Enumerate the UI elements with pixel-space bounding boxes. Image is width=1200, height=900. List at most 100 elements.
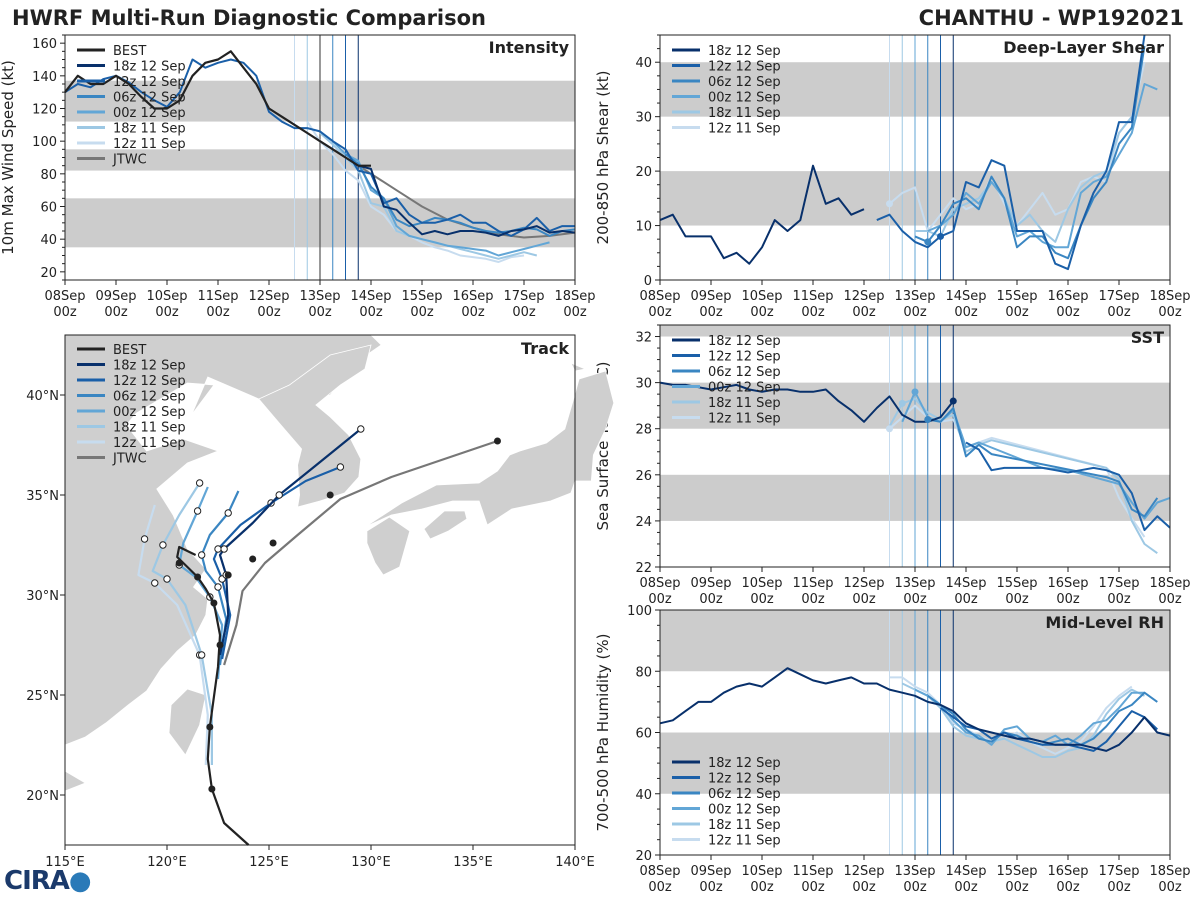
- y-tick-label: 60: [40, 201, 57, 216]
- x-tick-label: 18Sep: [554, 289, 595, 304]
- panel-sst: 22242628303208Sep00z09Sep00z10Sep00z11Se…: [594, 324, 1191, 607]
- track-marker: [275, 491, 283, 499]
- legend-label: JTWC: [112, 153, 147, 168]
- x-tick-label: 00z: [750, 880, 774, 895]
- honshu-landmass: [364, 370, 615, 528]
- x-tick-label: 00z: [699, 592, 723, 607]
- legend-label: 06z 12 Sep: [708, 365, 781, 380]
- init-marker: [949, 397, 957, 405]
- series-line: [888, 397, 1158, 555]
- y-tick-label: 40: [635, 56, 652, 71]
- x-tick-label: 00z: [257, 305, 281, 320]
- legend-label: 06z 12 Sep: [113, 390, 186, 405]
- x-tick-label: 15Sep: [996, 576, 1037, 591]
- y-tick-label: 100: [627, 604, 652, 619]
- x-tick-label: 00z: [308, 305, 332, 320]
- x-tick-label: 14Sep: [945, 289, 986, 304]
- y-tick-label: 20: [635, 849, 652, 864]
- legend-label: 00z 12 Sep: [708, 91, 781, 106]
- x-tick-label: 00z: [1158, 592, 1182, 607]
- panel-track: 115°E 120°E 125°E 130°E 135°E 140°E 20°N 25°N 30…: [26, 334, 615, 870]
- best-marker: [206, 723, 214, 731]
- y-tick-label: 10: [635, 220, 652, 235]
- track-marker: [220, 545, 228, 553]
- y-tick-label: 35°N: [26, 489, 59, 504]
- y-tick-label: 80: [635, 665, 652, 680]
- x-tick-label: 09Sep: [95, 289, 136, 304]
- best-marker: [269, 539, 277, 547]
- x-tick-label: 17Sep: [1098, 576, 1139, 591]
- track-line: [137, 504, 209, 766]
- panel-title: Track: [521, 339, 569, 358]
- x-tick-label: 00z: [852, 305, 876, 320]
- best-line: [64, 50, 371, 167]
- track-marker: [214, 545, 222, 553]
- x-tick-label: 00z: [954, 880, 978, 895]
- x-tick-label: 15Sep: [996, 864, 1037, 879]
- y-tick-label: 20°N: [26, 789, 59, 804]
- best-marker: [194, 573, 202, 581]
- y-tick-label: 25°N: [26, 689, 59, 704]
- legend-label: 18z 12 Sep: [708, 44, 781, 59]
- x-tick-label: 12Sep: [843, 289, 884, 304]
- legend-label: 12z 12 Sep: [113, 75, 186, 90]
- x-tick-label: 15Sep: [996, 289, 1037, 304]
- y-tick-label: 40: [635, 788, 652, 803]
- series-line: [344, 153, 576, 237]
- track-marker: [214, 583, 222, 591]
- x-tick-label: 00z: [410, 305, 434, 320]
- legend-label: BEST: [113, 44, 146, 59]
- y-tick-label: 80: [40, 168, 57, 183]
- legend-label: 18z 11 Sep: [113, 122, 186, 137]
- track-marker: [224, 509, 232, 517]
- track-marker: [140, 535, 149, 543]
- track-line: [178, 486, 224, 680]
- series-line: [659, 164, 865, 265]
- x-tick-label: 13Sep: [299, 289, 340, 304]
- y-axis-label: 10m Max Wind Speed (kt): [0, 60, 17, 255]
- panel-rh: 2040608010008Sep00z09Sep00z10Sep00z11Sep…: [594, 604, 1191, 895]
- y-axis-label: 700-500 hPa Humidity (%): [594, 633, 612, 831]
- x-tick-label: 08Sep: [639, 864, 680, 879]
- best-marker: [249, 555, 257, 563]
- legend-label: 12z 11 Sep: [113, 137, 186, 152]
- best-marker: [216, 641, 224, 649]
- x-tick-label: 00z: [903, 305, 927, 320]
- x-tick-label: 125°E: [249, 855, 289, 870]
- x-tick-label: 10Sep: [146, 289, 187, 304]
- x-tick-label: 08Sep: [639, 289, 680, 304]
- x-tick-label: 00z: [461, 305, 485, 320]
- x-tick-label: 10Sep: [741, 289, 782, 304]
- x-tick-label: 18Sep: [1149, 289, 1190, 304]
- x-tick-label: 18Sep: [1149, 576, 1190, 591]
- series-line: [927, 83, 1158, 249]
- x-tick-label: 17Sep: [503, 289, 544, 304]
- x-tick-label: 00z: [512, 305, 536, 320]
- legend-label: 12z 11 Sep: [708, 834, 781, 849]
- x-tick-label: 00z: [563, 305, 587, 320]
- panel-shear: 01020304008Sep00z09Sep00z10Sep00z11Sep00…: [594, 34, 1191, 320]
- x-tick-label: 00z: [903, 880, 927, 895]
- init-marker: [886, 200, 893, 208]
- series-line: [659, 667, 1171, 752]
- y-tick-label: 24: [635, 515, 652, 530]
- legend-label: BEST: [113, 343, 146, 358]
- legend-label: 00z 12 Sep: [708, 803, 781, 818]
- x-tick-label: 00z: [1158, 305, 1182, 320]
- legend-label: 12z 11 Sep: [113, 436, 186, 451]
- x-tick-label: 00z: [206, 305, 230, 320]
- legend-label: 12z 11 Sep: [708, 412, 781, 427]
- track-marker: [197, 651, 206, 659]
- series-line: [659, 381, 955, 423]
- x-tick-label: 10Sep: [741, 864, 782, 879]
- x-tick-label: 00z: [1107, 305, 1131, 320]
- y-tick-label: 20: [635, 165, 652, 180]
- init-marker: [886, 425, 893, 433]
- cira-logo: CIRA●: [4, 866, 92, 896]
- x-tick-label: 00z: [1005, 880, 1029, 895]
- x-tick-label: 00z: [104, 305, 128, 320]
- legend-label: 18z 11 Sep: [708, 106, 781, 121]
